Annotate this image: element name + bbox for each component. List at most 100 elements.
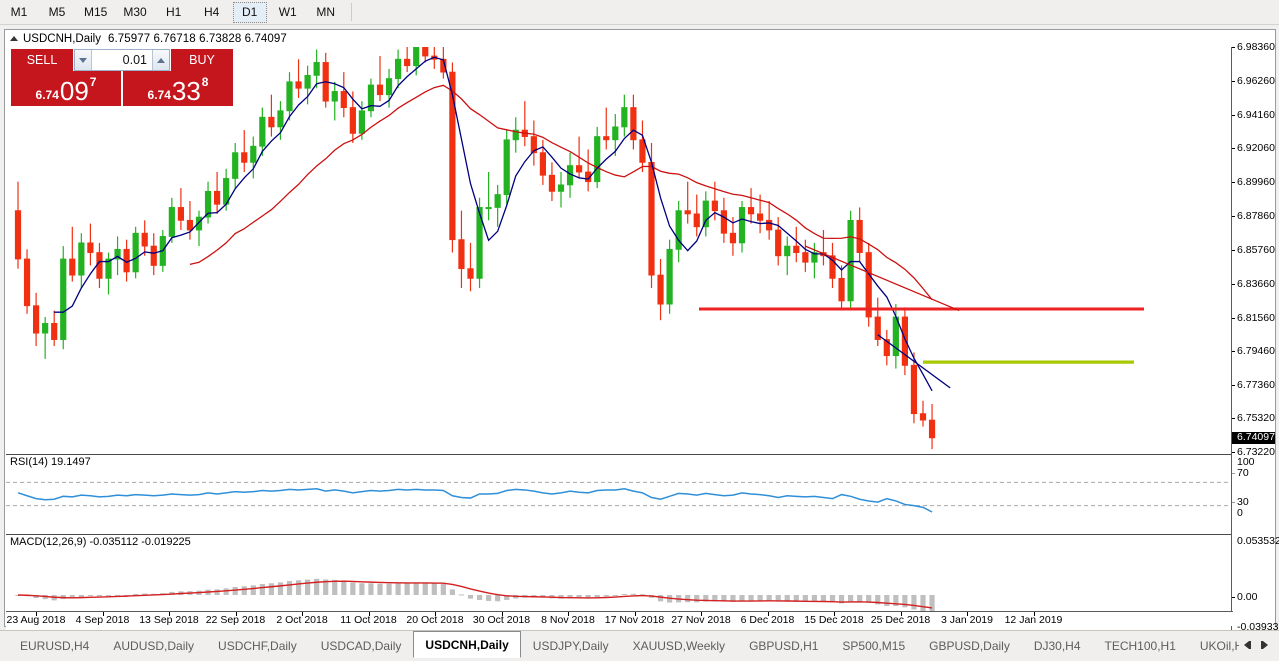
toolbar-separator	[350, 3, 352, 21]
chart-window: USDCNH,Daily 6.75977 6.76718 6.73828 6.7…	[4, 29, 1279, 636]
price-tick-4: 6.89960	[1232, 177, 1275, 188]
chart-tab-sp500[interactable]: SP500,M15	[842, 638, 906, 653]
date-label-14: 3 Jan 2019	[941, 614, 993, 626]
date-tick	[302, 612, 303, 616]
chart-tab-audusd[interactable]: AUDUSD,Daily	[113, 638, 195, 653]
date-label-2: 13 Sep 2018	[139, 614, 199, 626]
arrow-right-bar-icon	[1261, 641, 1263, 649]
price-scale-axis[interactable]: 6.98360 6.96260 6.94160 6.92060 6.89960 6.878…	[1231, 42, 1279, 636]
timeframe-toolbar: M1 M5 M15 M30 H1 H4 D1 W1 MN	[0, 0, 1279, 25]
date-tick	[102, 612, 104, 616]
price-tick-5: 6.87860	[1232, 211, 1275, 222]
price-tick-8: 6.81560	[1232, 312, 1275, 324]
date-label-0: 23 Aug 2018	[6, 614, 66, 626]
volume-increase-button[interactable]	[152, 50, 169, 70]
chart-tab-gbpusd[interactable]: GBPUSD,H1	[749, 638, 819, 653]
date-tick	[501, 612, 503, 616]
arrow-right-icon	[1263, 641, 1268, 649]
macd-tick-1: 0.00	[1232, 592, 1257, 603]
timeframe-button-m15[interactable]: M15	[84, 5, 108, 19]
collapse-triangle-icon[interactable]	[10, 36, 18, 41]
price-tick-0: 6.98360	[1232, 42, 1275, 53]
chart-tab-usdjpy[interactable]: USDJPY,Daily	[532, 638, 609, 653]
date-tick	[368, 612, 370, 616]
buy-button[interactable]: BUY	[171, 49, 233, 71]
rsi-tick-30: 30	[1232, 497, 1249, 508]
timeframe-button-h4[interactable]: H4	[204, 5, 220, 19]
current-price-label: 6.74097	[1232, 431, 1275, 444]
chart-tab-eurusd[interactable]: EURUSD,H4	[20, 638, 90, 653]
date-label-11: 6 Dec 2018	[740, 614, 795, 626]
buy-price-main: 33	[171, 76, 201, 107]
tab-scroll-left-button[interactable]	[1239, 635, 1256, 655]
one-click-trade-panel: SELL 0.01 BUY 6.74 09 7	[11, 49, 233, 106]
chart-tab-usdchf[interactable]: USDCHF,Daily	[218, 638, 297, 653]
price-tick-6: 6.85760	[1232, 244, 1275, 256]
tick-mark	[1232, 114, 1235, 116]
price-tick-12: 6.73220	[1232, 447, 1275, 458]
chart-tab-gbpusd[interactable]: GBPUSD,Daily	[929, 638, 1010, 653]
chart-tab-xauusd[interactable]: XAUUSD,Weekly	[632, 638, 726, 653]
tick-mark	[1232, 351, 1235, 353]
sell-price-tile[interactable]: 6.74 09 7	[11, 71, 121, 106]
date-tick	[834, 612, 835, 616]
volume-decrease-button[interactable]	[75, 50, 92, 70]
tick-mark	[1232, 47, 1235, 48]
date-tick	[568, 612, 569, 616]
date-tick	[169, 612, 170, 616]
rsi-tick-100: 100	[1237, 456, 1255, 468]
tick-mark	[1232, 597, 1235, 598]
macd-histogram	[15, 578, 935, 613]
timeframe-button-m1[interactable]: M1	[10, 5, 28, 19]
date-tick	[967, 612, 968, 616]
chart-ohlc-values: 6.75977 6.76718 6.73828 6.74097	[107, 32, 287, 45]
price-tick-2: 6.94160	[1232, 109, 1275, 121]
chart-tab-dj30[interactable]: DJ30,H4	[1033, 638, 1081, 653]
chart-tab-tech100[interactable]: TECH100,H1	[1104, 638, 1176, 653]
tick-mark	[1232, 182, 1235, 184]
timeframe-button-m5[interactable]: M5	[48, 5, 66, 19]
date-label-10: 27 Nov 2018	[671, 614, 731, 626]
price-tick-3: 6.92060	[1232, 143, 1275, 154]
price-tick-7: 6.83660	[1232, 278, 1275, 290]
tick-mark	[1232, 249, 1235, 251]
tick-mark	[1232, 283, 1235, 285]
timeframe-button-w1[interactable]: W1	[278, 5, 297, 19]
chart-tab-ukoil[interactable]: UKOil,H1	[1199, 638, 1239, 653]
trade-panel-price-row: 6.74 09 7 6.74 33 8	[11, 71, 233, 106]
volume-input[interactable]: 0.01	[92, 50, 152, 70]
macd-tick-0: 0.053532	[1237, 535, 1279, 547]
date-label-3: 22 Sep 2018	[205, 614, 266, 626]
buy-price-fraction: 8	[201, 75, 209, 89]
rsi-plot	[6, 481, 1233, 513]
tick-mark	[1232, 216, 1235, 218]
macd-signal-line	[17, 580, 933, 609]
buy-price-tile[interactable]: 6.74 33 8	[123, 71, 233, 106]
tick-mark	[1232, 473, 1235, 474]
price-chart-pane[interactable]	[6, 47, 1233, 452]
tick-mark	[1232, 80, 1235, 82]
date-axis: 23 Aug 2018 4 Sep 2018 13 Sep 2018 22 Sep 2…	[6, 611, 1233, 626]
rsi-label: RSI(14) 19.1497	[10, 456, 91, 468]
tab-scroll-right-button[interactable]	[1256, 635, 1273, 655]
timeframe-button-h1[interactable]: H1	[166, 5, 182, 19]
price-tick-1: 6.96260	[1232, 75, 1275, 87]
macd-plot	[15, 578, 935, 613]
date-label-8: 8 Nov 2018	[541, 614, 595, 626]
price-tick-10: 6.77360	[1232, 380, 1275, 391]
timeframe-button-m30[interactable]: M30	[123, 5, 147, 19]
date-label-5: 11 Oct 2018	[340, 614, 397, 626]
chart-tab-usdcad[interactable]: USDCAD,Daily	[320, 638, 402, 653]
timeframe-button-d1[interactable]: D1	[232, 1, 267, 23]
sell-button[interactable]: SELL	[11, 49, 73, 71]
chart-tab-usdcnh[interactable]: USDCNH,Daily	[413, 631, 521, 658]
trade-panel-top-row: SELL 0.01 BUY	[11, 49, 233, 71]
rsi-indicator-pane[interactable]: RSI(14) 19.1497	[6, 454, 1233, 532]
date-tick	[701, 612, 702, 616]
timeframe-button-mn[interactable]: MN	[316, 5, 336, 19]
chart-tab-strip: EURUSD,H4 AUDUSD,Daily USDCHF,Daily USDCAD,…	[0, 631, 1239, 659]
date-label-9: 17 Nov 2018	[604, 614, 665, 626]
arrow-left-icon	[1244, 641, 1249, 649]
price-tick-11: 6.75320	[1232, 413, 1275, 424]
sell-price-fraction: 7	[89, 75, 97, 89]
